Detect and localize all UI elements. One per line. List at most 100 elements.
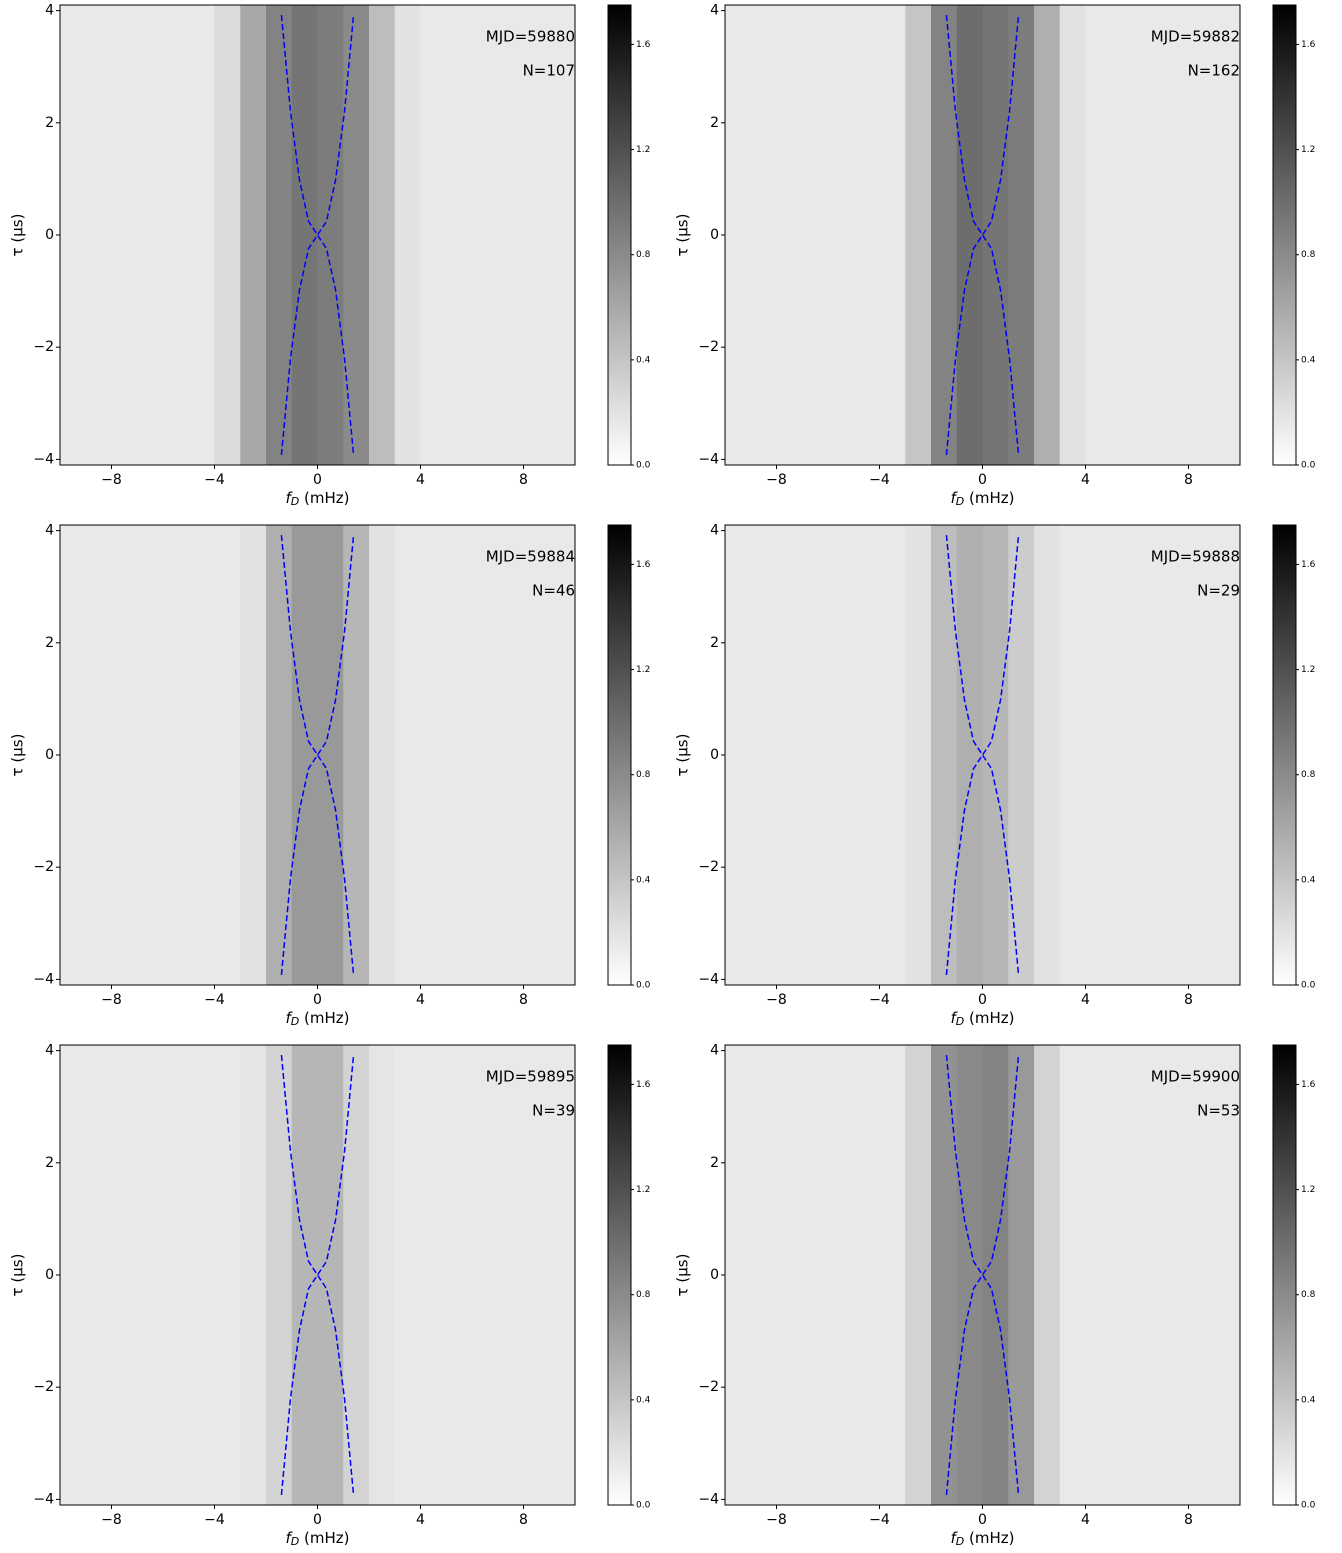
heat-column — [776, 1045, 803, 1505]
colorbar-tick-label: 0.0 — [1301, 1501, 1316, 1511]
colorbar-tick-label: 0.8 — [636, 250, 651, 260]
y-tick-label: 2 — [710, 115, 719, 131]
x-label-unit: (mHz) — [964, 1009, 1014, 1027]
y-tick-label: −2 — [698, 1379, 719, 1395]
colorbar — [1272, 1044, 1297, 1506]
heat-column — [1008, 525, 1035, 985]
heat-column — [956, 525, 983, 985]
y-tick-label: 2 — [45, 1155, 54, 1171]
y-tick-label: −2 — [698, 339, 719, 355]
heat-column — [905, 1045, 932, 1505]
heat-column — [1059, 525, 1086, 985]
y-tick-label: 0 — [45, 1267, 54, 1283]
colorbar-tick-label: 1.6 — [636, 1080, 651, 1090]
heat-column — [137, 525, 164, 985]
panel: −8 −4 0 4 8 −4 −2 0 2 4 fD (mHz) τ (μs) MJD=59895 N=3… — [9, 1043, 651, 1548]
y-tick-label: 2 — [45, 635, 54, 651]
heat-column — [188, 1045, 215, 1505]
heat-column — [828, 5, 855, 465]
y-tick-label: 0 — [45, 747, 54, 763]
colorbar — [1272, 524, 1297, 986]
x-tick-label: 4 — [1081, 472, 1090, 488]
x-tick-label: 0 — [978, 1512, 987, 1528]
heat-column — [750, 5, 777, 465]
y-tick-label: −4 — [33, 1491, 54, 1507]
heat-column — [931, 5, 958, 465]
heat-column — [1137, 525, 1164, 985]
heat-column — [1034, 1045, 1061, 1505]
y-tick-label: 4 — [710, 3, 719, 19]
heat-column — [420, 5, 447, 465]
heat-column — [725, 1045, 752, 1505]
x-label-unit: (mHz) — [299, 1529, 349, 1547]
colorbar-tick-label: 0.8 — [1301, 250, 1316, 260]
y-tick-label: 0 — [45, 227, 54, 243]
y-tick-label: −4 — [33, 451, 54, 467]
heat-column — [60, 1045, 87, 1505]
heat-column — [523, 525, 550, 985]
colorbar-tick-label: 0.8 — [636, 1290, 651, 1300]
y-tick-label: 2 — [710, 1155, 719, 1171]
heat-column — [446, 5, 473, 465]
heat-column — [240, 1045, 267, 1505]
heat-column — [214, 1045, 241, 1505]
colorbar-tick-label: 1.6 — [1301, 560, 1316, 570]
heat-column — [317, 1045, 344, 1505]
annotation: N=107 — [523, 62, 575, 80]
colorbar — [607, 1044, 632, 1506]
heat-column — [343, 1045, 370, 1505]
heat-column — [1085, 525, 1112, 985]
colorbar-tick-label: 1.2 — [636, 145, 650, 155]
y-tick-label: −2 — [33, 339, 54, 355]
heat-column — [291, 1045, 318, 1505]
y-axis-label: τ (μs) — [674, 734, 692, 777]
y-tick-label: −4 — [33, 971, 54, 987]
colorbar — [607, 524, 632, 986]
curve — [945, 15, 1020, 237]
heat-column — [472, 1045, 499, 1505]
y-tick-label: 2 — [710, 635, 719, 651]
heat-column — [85, 1045, 112, 1505]
curve — [945, 233, 1020, 455]
heat-column — [163, 5, 190, 465]
heat-column — [1214, 1045, 1241, 1505]
heat-column — [291, 525, 318, 985]
heat-column — [1085, 1045, 1112, 1505]
heat-column — [1162, 525, 1189, 985]
colorbar — [607, 4, 632, 466]
heat-column — [750, 525, 777, 985]
x-axis-label: fD (mHz) — [950, 489, 1014, 509]
y-tick-label: −2 — [33, 1379, 54, 1395]
annotation: MJD=59884 — [486, 548, 575, 566]
heat-column — [291, 5, 318, 465]
colorbar-tick-label: 0.0 — [636, 981, 651, 991]
heat-column — [137, 1045, 164, 1505]
heat-column — [266, 1045, 293, 1505]
x-label-unit: (mHz) — [964, 489, 1014, 507]
annotation: N=162 — [1188, 62, 1240, 80]
heat-column — [802, 525, 829, 985]
x-tick-label: 0 — [313, 1512, 322, 1528]
x-tick-label: −4 — [204, 472, 225, 488]
x-tick-label: −4 — [204, 992, 225, 1008]
heat-column — [317, 525, 344, 985]
heat-column — [266, 525, 293, 985]
x-tick-label: 0 — [313, 992, 322, 1008]
heat-column — [497, 525, 524, 985]
heat-column — [879, 5, 906, 465]
colorbar-tick-label: 0.4 — [636, 355, 651, 365]
curve — [280, 15, 355, 237]
y-tick-label: 0 — [710, 1267, 719, 1283]
colorbar-tick-label: 1.2 — [1301, 145, 1315, 155]
x-label-symbol: f — [950, 1529, 958, 1547]
annotation: MJD=59888 — [1151, 548, 1240, 566]
annotation: N=29 — [1197, 582, 1240, 600]
heat-column — [214, 525, 241, 985]
colorbar-tick-label: 0.4 — [1301, 875, 1316, 885]
heat-column — [853, 1045, 880, 1505]
heat-column — [394, 525, 421, 985]
y-axis-label: τ (μs) — [674, 214, 692, 257]
x-tick-label: 8 — [519, 472, 528, 488]
y-axis-label: τ (μs) — [674, 1254, 692, 1297]
heat-column — [523, 5, 550, 465]
